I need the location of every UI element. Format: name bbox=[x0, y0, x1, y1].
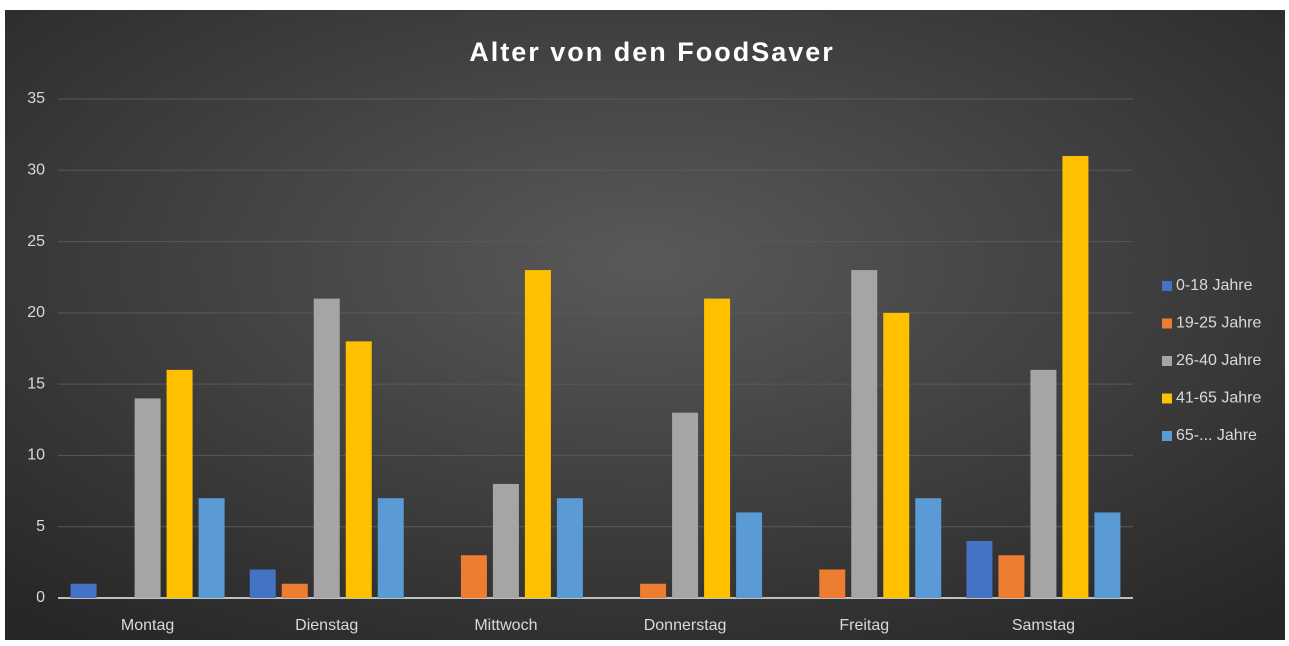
legend-label: 19-25 Jahre bbox=[1176, 315, 1261, 332]
legend-label: 0-18 Jahre bbox=[1176, 277, 1253, 294]
bar bbox=[883, 312, 910, 598]
bar bbox=[1030, 369, 1057, 598]
x-tick-label: Samstag bbox=[1012, 617, 1075, 634]
bar bbox=[966, 540, 993, 598]
legend-swatch bbox=[1162, 393, 1172, 404]
bar bbox=[819, 569, 846, 598]
bar bbox=[313, 298, 340, 598]
bar bbox=[1062, 156, 1089, 598]
y-tick-label: 10 bbox=[27, 447, 45, 464]
legend-swatch bbox=[1162, 431, 1172, 441]
bar bbox=[915, 498, 942, 598]
y-tick-label: 5 bbox=[36, 518, 45, 535]
legend-label: 65-... Jahre bbox=[1176, 427, 1257, 444]
bar bbox=[198, 498, 225, 598]
y-tick-label: 35 bbox=[27, 90, 45, 107]
bar bbox=[70, 583, 97, 598]
bar bbox=[249, 569, 276, 598]
bar bbox=[524, 270, 551, 598]
y-tick-label: 0 bbox=[36, 589, 45, 606]
x-tick-label: Dienstag bbox=[295, 617, 358, 634]
bar bbox=[640, 583, 667, 598]
bar bbox=[345, 341, 372, 598]
bar bbox=[736, 512, 763, 598]
y-tick-label: 25 bbox=[27, 233, 45, 250]
bar bbox=[998, 555, 1025, 598]
legend-swatch bbox=[1162, 318, 1172, 329]
legend-label: 26-40 Jahre bbox=[1176, 352, 1261, 369]
bar bbox=[672, 412, 699, 598]
x-tick-label: Mittwoch bbox=[474, 617, 537, 634]
legend-swatch bbox=[1162, 356, 1172, 366]
bar bbox=[556, 498, 583, 598]
bar bbox=[281, 583, 308, 598]
bar bbox=[377, 498, 404, 598]
bar bbox=[1094, 512, 1121, 598]
x-tick-label: Freitag bbox=[839, 617, 889, 634]
chart-title: Alter von den FoodSaver bbox=[469, 37, 835, 67]
bar bbox=[134, 398, 161, 598]
bar bbox=[166, 369, 193, 598]
bar bbox=[460, 555, 487, 598]
y-tick-label: 20 bbox=[27, 304, 45, 321]
x-tick-label: Montag bbox=[121, 617, 174, 634]
bar bbox=[492, 483, 519, 598]
legend-swatch bbox=[1162, 281, 1172, 291]
legend-label: 41-65 Jahre bbox=[1176, 390, 1261, 407]
bar bbox=[851, 270, 878, 598]
y-tick-label: 30 bbox=[27, 162, 45, 179]
chart-background bbox=[5, 10, 1285, 640]
bar bbox=[704, 298, 731, 598]
x-tick-label: Donnerstag bbox=[644, 617, 727, 634]
y-tick-label: 15 bbox=[27, 375, 45, 392]
